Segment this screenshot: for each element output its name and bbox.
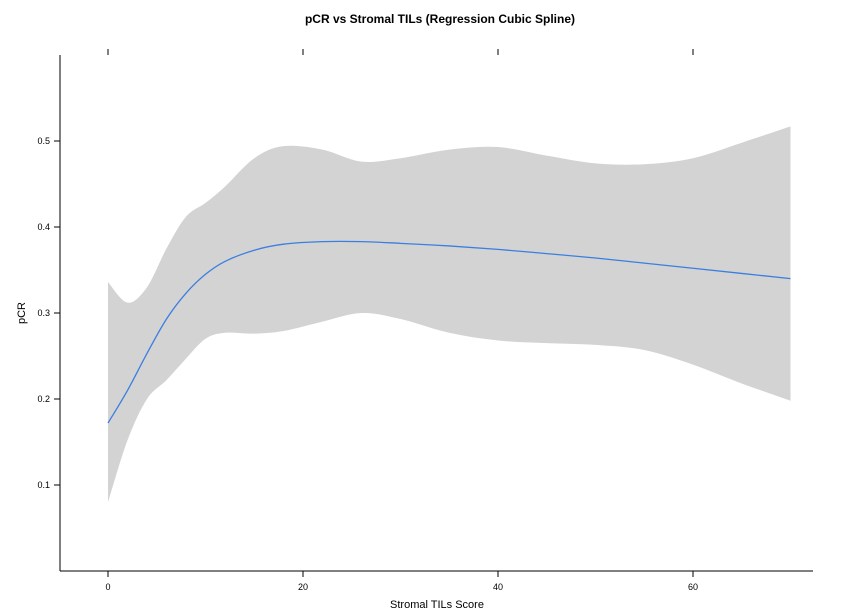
y-tick-label: 0.3 bbox=[37, 308, 50, 318]
y-tick-label: 0.1 bbox=[37, 480, 50, 490]
x-tick-label: 0 bbox=[105, 582, 110, 592]
x-axis: 0 20 40 60 bbox=[105, 49, 698, 592]
y-tick-label: 0.4 bbox=[37, 222, 50, 232]
y-axis: 0.1 0.2 0.3 0.4 0.5 bbox=[37, 136, 60, 490]
x-tick-label: 20 bbox=[298, 582, 308, 592]
x-tick-label: 40 bbox=[493, 582, 503, 592]
y-tick-label: 0.2 bbox=[37, 394, 50, 404]
spline-line bbox=[107, 240, 791, 424]
y-tick-label: 0.5 bbox=[37, 136, 50, 146]
x-tick-label: 60 bbox=[688, 582, 698, 592]
plot-area bbox=[107, 126, 791, 503]
y-axis-label: pCR bbox=[16, 302, 28, 324]
x-axis-label: Stromal TILs Score bbox=[390, 599, 484, 611]
chart-title: pCR vs Stromal TILs (Regression Cubic Sp… bbox=[305, 12, 575, 26]
confidence-band bbox=[108, 126, 791, 503]
